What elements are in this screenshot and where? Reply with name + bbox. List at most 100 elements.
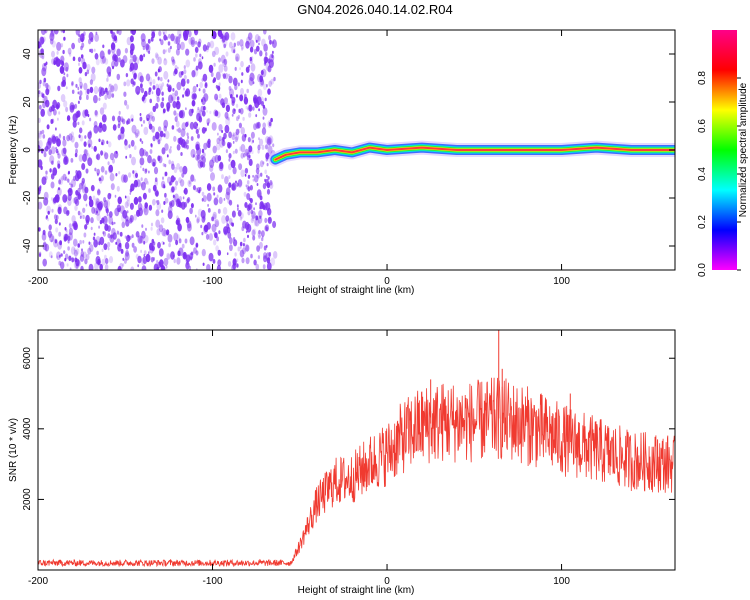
noise-point <box>141 140 144 144</box>
noise-point <box>254 34 260 43</box>
noise-point <box>47 137 52 144</box>
noise-point <box>271 54 274 59</box>
noise-point <box>120 59 125 68</box>
noise-point <box>266 138 271 146</box>
noise-point <box>149 81 152 86</box>
x-tick-label: 0 <box>384 276 390 287</box>
noise-point <box>166 253 171 260</box>
noise-point <box>264 61 267 65</box>
noise-point <box>178 238 182 244</box>
noise-point <box>257 35 261 42</box>
noise-point <box>155 131 160 140</box>
noise-point <box>57 117 59 121</box>
noise-point <box>38 201 43 210</box>
noise-point <box>181 172 185 178</box>
noise-point <box>78 34 81 38</box>
noise-point <box>94 33 99 42</box>
noise-point <box>38 144 41 153</box>
noise-point <box>181 122 187 131</box>
x-tick-label: -200 <box>28 576 48 587</box>
noise-point <box>164 171 168 177</box>
noise-point <box>218 64 224 73</box>
noise-point <box>262 122 267 129</box>
noise-point <box>164 197 169 204</box>
noise-point <box>200 105 205 113</box>
noise-point <box>60 94 66 102</box>
noise-point <box>51 50 55 58</box>
noise-point <box>214 232 218 239</box>
noise-point <box>217 208 221 214</box>
noise-point <box>87 113 90 118</box>
noise-point <box>255 122 260 129</box>
noise-point <box>197 106 200 111</box>
noise-point <box>185 216 190 224</box>
noise-point <box>221 102 226 109</box>
noise-point <box>84 109 89 117</box>
noise-point <box>51 235 55 241</box>
noise-point <box>67 246 70 251</box>
noise-point <box>71 89 75 95</box>
noise-point <box>98 241 101 246</box>
noise-point <box>185 59 191 68</box>
noise-point <box>240 245 242 249</box>
noise-point <box>38 130 43 140</box>
noise-point <box>213 62 216 67</box>
noise-point <box>211 50 216 58</box>
noise-point <box>176 100 179 106</box>
noise-point <box>236 116 239 122</box>
noise-point <box>198 38 202 45</box>
noise-point <box>248 112 252 118</box>
noise-point <box>129 35 134 43</box>
noise-point <box>161 82 165 87</box>
noise-point <box>226 115 229 120</box>
noise-point <box>88 199 94 208</box>
noise-point <box>268 121 272 127</box>
noise-point <box>115 241 118 245</box>
noise-point <box>148 90 151 95</box>
noise-point <box>89 117 92 122</box>
noise-point <box>199 81 203 89</box>
noise-point <box>161 228 167 237</box>
noise-point <box>137 264 140 268</box>
noise-point <box>52 99 58 109</box>
noise-point <box>130 139 135 147</box>
noise-point <box>50 30 54 33</box>
noise-point <box>264 178 266 182</box>
noise-point <box>174 68 178 75</box>
noise-point <box>82 214 85 220</box>
noise-point <box>117 115 122 123</box>
noise-point <box>157 76 160 81</box>
noise-point <box>246 223 252 233</box>
noise-point <box>249 184 253 191</box>
noise-point <box>99 107 105 115</box>
noise-point <box>129 48 134 55</box>
noise-point <box>117 123 121 129</box>
noise-point <box>246 36 251 45</box>
noise-point <box>237 210 242 217</box>
noise-point <box>60 175 64 181</box>
noise-point <box>211 122 217 131</box>
noise-point <box>247 137 251 143</box>
noise-point <box>170 33 175 42</box>
noise-point <box>253 219 258 227</box>
noise-point <box>257 149 260 154</box>
noise-point <box>253 207 255 211</box>
noise-point <box>78 154 84 162</box>
noise-point <box>139 113 142 116</box>
spectrogram-x-ticks: -200 -100 0 100 <box>28 30 570 287</box>
noise-point <box>145 73 151 82</box>
noise-point <box>228 217 233 225</box>
noise-point <box>131 124 137 134</box>
noise-point <box>195 187 198 192</box>
noise-point <box>230 94 233 99</box>
noise-point <box>58 231 62 237</box>
noise-point <box>196 147 202 156</box>
noise-point <box>82 207 86 213</box>
noise-point <box>257 88 263 97</box>
noise-point <box>224 124 230 134</box>
noise-point <box>252 235 256 241</box>
noise-point <box>227 261 232 267</box>
noise-point <box>183 69 187 75</box>
y-tick-label: 6000 <box>22 347 33 370</box>
noise-point <box>112 53 117 61</box>
